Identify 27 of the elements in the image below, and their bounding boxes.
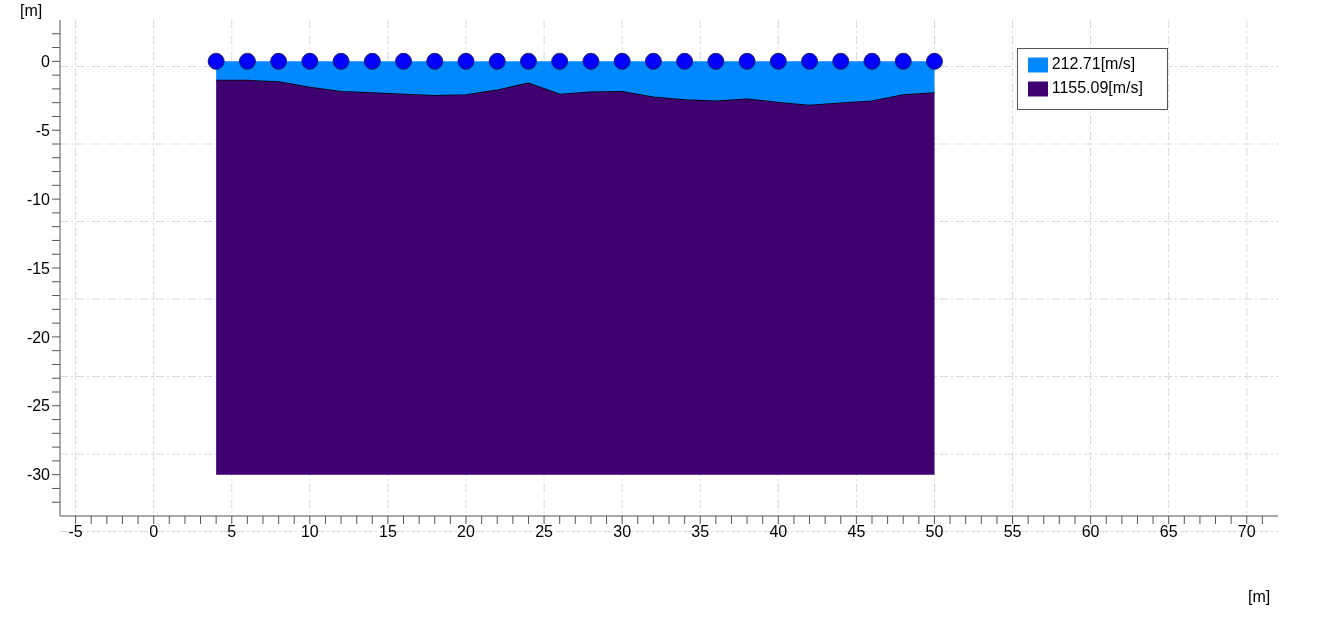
y-tick-label: -5 [35,121,51,139]
x-tick-label: 35 [691,523,710,541]
x-tick-label: 0 [149,523,159,541]
x-tick-label: 15 [379,523,397,541]
x-tick-label: 25 [535,523,554,541]
y-tick-label: -30 [26,466,51,484]
x-axis-title: [m] [1248,588,1271,606]
x-tick-label: -5 [68,523,83,541]
y-tick-label: -25 [26,397,51,415]
x-tick-label: 50 [925,523,944,541]
x-tick-label: 5 [227,523,237,541]
x-tick-label: 40 [769,523,788,541]
legend-label: 1155.09[m/s] [1051,79,1143,97]
x-tick-label: 30 [613,523,632,541]
x-tick-label: 10 [300,523,319,541]
x-tick-label: 45 [847,523,866,541]
y-tick-label: -20 [26,328,51,346]
y-tick-label: -10 [26,190,51,208]
x-tick-label: 60 [1081,523,1100,541]
x-tick-label: 20 [457,523,475,541]
y-axis-title: [m] [20,2,43,20]
y-tick-label: 0 [41,53,51,71]
y-tick-label: -15 [26,259,51,277]
legend-label: 212.71[m/s] [1051,55,1136,73]
x-tick-label: 55 [1003,523,1022,541]
x-tick-label: 65 [1159,523,1178,541]
x-tick-label: 70 [1237,523,1256,541]
